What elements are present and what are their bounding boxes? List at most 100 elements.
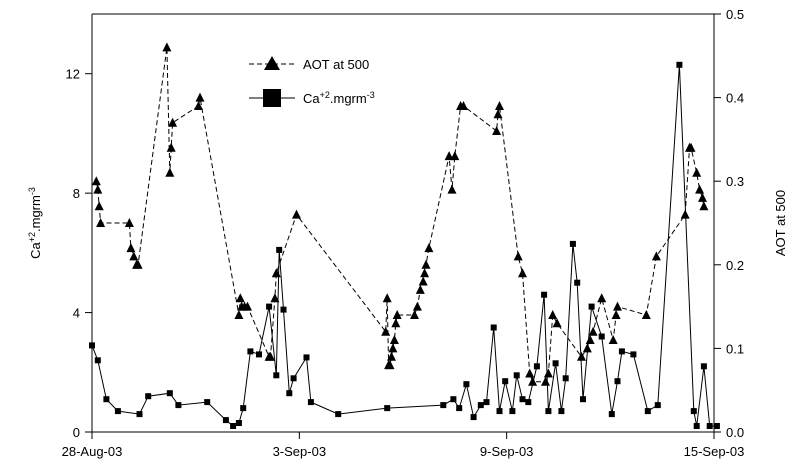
ca-point — [286, 390, 293, 397]
ca-point — [713, 423, 720, 429]
legend-ca-sup1: +2 — [320, 90, 330, 100]
aot-point — [124, 218, 134, 227]
ca-point — [166, 390, 173, 397]
ca-point — [145, 393, 152, 400]
y-right-tick-label: 0.4 — [726, 91, 744, 106]
ca-point — [700, 363, 707, 370]
y-right-axis-label: AOT at 500 — [773, 190, 788, 256]
y-right-tick-label: 0.1 — [726, 341, 744, 356]
ca-point — [562, 375, 569, 382]
ca-point — [384, 405, 391, 412]
ca-point — [235, 420, 242, 426]
aot-point — [93, 184, 103, 194]
ca-point — [440, 402, 447, 409]
aot-point — [543, 368, 553, 378]
aot-point — [382, 293, 392, 303]
y-left-label-sup2: -3 — [27, 187, 37, 195]
series-line-ca — [91, 64, 717, 427]
legend-ca-base: Ca — [303, 91, 320, 106]
y-left-axis-label: Ca+2.mgrm-3 — [27, 187, 43, 259]
aot-point — [698, 192, 707, 202]
y-right-tick-label: 0.5 — [726, 7, 744, 22]
aot-point — [495, 101, 504, 110]
aot-point — [412, 301, 422, 311]
aot-point — [392, 310, 402, 319]
ca-point — [247, 348, 254, 355]
aot-point — [424, 243, 434, 253]
aot-point — [292, 209, 301, 219]
ca-point — [483, 399, 490, 406]
ca-point — [94, 357, 101, 364]
aot-point — [243, 301, 252, 311]
ca-point — [574, 279, 581, 286]
ca-point — [222, 417, 229, 424]
y-left-label-sup1: +2 — [27, 232, 37, 242]
ca-point — [569, 240, 576, 247]
legend-ca-square-icon — [263, 89, 281, 107]
aot-point — [513, 251, 523, 261]
aot-point — [126, 243, 136, 253]
ca-point — [608, 411, 615, 418]
aot-point — [165, 167, 175, 177]
aot-point — [611, 310, 621, 319]
ca-point — [290, 375, 297, 382]
ca-point — [618, 348, 625, 355]
aot-point — [270, 293, 280, 303]
aot-point — [577, 351, 586, 361]
y-left-tick-label: 8 — [73, 186, 80, 201]
aot-point — [385, 360, 395, 370]
aot-point — [195, 92, 205, 102]
aot-point — [235, 293, 245, 303]
y-left-tick-label: 0 — [73, 425, 80, 440]
ca-point — [706, 423, 713, 429]
x-tick-label: 9-Sep-03 — [480, 444, 533, 459]
aot-point — [381, 326, 391, 336]
ca-point — [114, 408, 121, 415]
ca-point — [450, 396, 457, 403]
aot-point — [389, 335, 399, 344]
ca-point — [496, 408, 503, 415]
ca-point — [654, 402, 661, 409]
y-left-label-mid: .mgrm — [28, 195, 43, 232]
aot-point — [552, 318, 562, 328]
aot-point — [194, 101, 203, 110]
ca-point — [630, 351, 637, 358]
ca-point — [230, 423, 237, 429]
ca-point — [490, 324, 497, 331]
y-left-label-base: Ca — [28, 241, 43, 258]
ca-point — [502, 378, 509, 385]
ca-point — [89, 342, 95, 349]
aot-point — [692, 167, 702, 177]
ca-point — [273, 372, 280, 379]
aot-point — [613, 301, 622, 311]
aot-point — [162, 42, 172, 52]
aot-point — [608, 335, 618, 344]
x-tick-label: 28-Aug-03 — [62, 444, 123, 459]
aot-point — [415, 284, 425, 294]
aot-point — [588, 326, 598, 336]
aot-point — [387, 351, 396, 361]
ca-point — [240, 405, 247, 412]
aot-point — [459, 101, 468, 110]
plot-frame — [91, 13, 715, 433]
ca-point — [545, 408, 552, 415]
ca-point — [598, 333, 605, 340]
y-right-tick-label: 0.2 — [726, 258, 744, 273]
aot-point — [695, 184, 705, 194]
legend-aot-triangle-icon — [264, 56, 280, 70]
ca-point — [103, 396, 110, 403]
ca-point — [519, 396, 526, 403]
ca-point — [509, 408, 516, 415]
y-right-tick-label: 0.0 — [726, 425, 744, 440]
ca-point — [614, 378, 621, 385]
series-line-aot — [95, 47, 705, 383]
ca-point — [580, 396, 586, 403]
series-layer — [89, 42, 720, 429]
aot-point — [96, 218, 106, 227]
aot-point — [651, 251, 661, 261]
ca-point — [477, 402, 484, 409]
aot-point — [686, 142, 696, 152]
legend-ca-sup2: -3 — [367, 90, 375, 100]
x-tick-label: 3-Sep-03 — [273, 444, 326, 459]
aot-point — [525, 368, 535, 378]
